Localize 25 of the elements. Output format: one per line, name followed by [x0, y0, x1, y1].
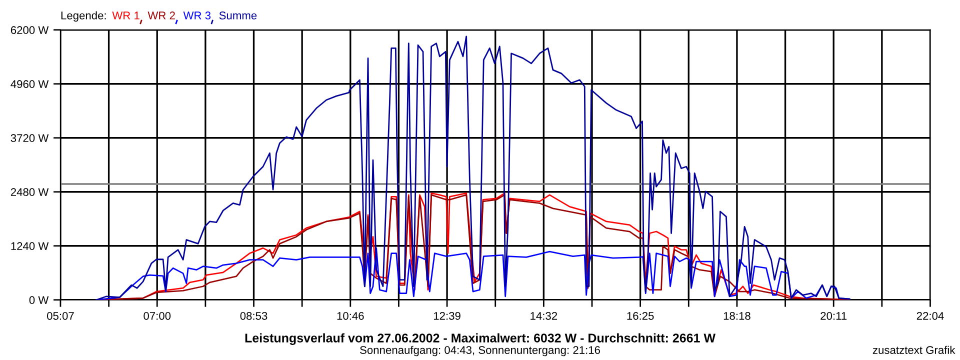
y-tick-label: 3720 W	[10, 134, 49, 142]
x-tick-label: 14:32	[530, 312, 558, 320]
x-tick-label: 10:46	[337, 312, 364, 320]
x-tick-label: 18:18	[724, 312, 750, 320]
y-tick-label: 4960 W	[10, 80, 49, 88]
y-tick-label: 1240 W	[11, 242, 49, 250]
legend-label: WR 2	[148, 12, 175, 20]
legend-label: WR 3	[183, 12, 211, 20]
legend-title: Legende:	[61, 11, 106, 22]
x-tick-label: 08:53	[240, 312, 268, 320]
legend-label: Summe	[219, 12, 257, 20]
text: WR 1	[112, 12, 140, 20]
y-tick-label: 2480 W	[10, 188, 49, 196]
text: Sonnenaufgang: 04:43, Sonnenuntergang: 21:16	[360, 346, 600, 356]
x-tick-label: 05:07	[47, 312, 74, 320]
y-tick-label: 6200 W	[10, 26, 49, 34]
y-tick-label: 0 W	[29, 296, 49, 304]
x-tick-label: 12:39	[434, 312, 460, 320]
text: Leistungsverlauf vom 27.06.2002 - Maximalwert: 6032 W - Durchschnitt: 2661 W	[245, 333, 716, 345]
x-tick-label: 20:11	[820, 312, 847, 320]
text: zusatztext Grafik	[872, 346, 956, 354]
x-tick-label: 16:25	[627, 312, 654, 320]
x-tick-label: 07:00	[144, 312, 171, 320]
line-series	[96, 36, 850, 300]
x-tick-label: 22:04	[916, 312, 944, 320]
